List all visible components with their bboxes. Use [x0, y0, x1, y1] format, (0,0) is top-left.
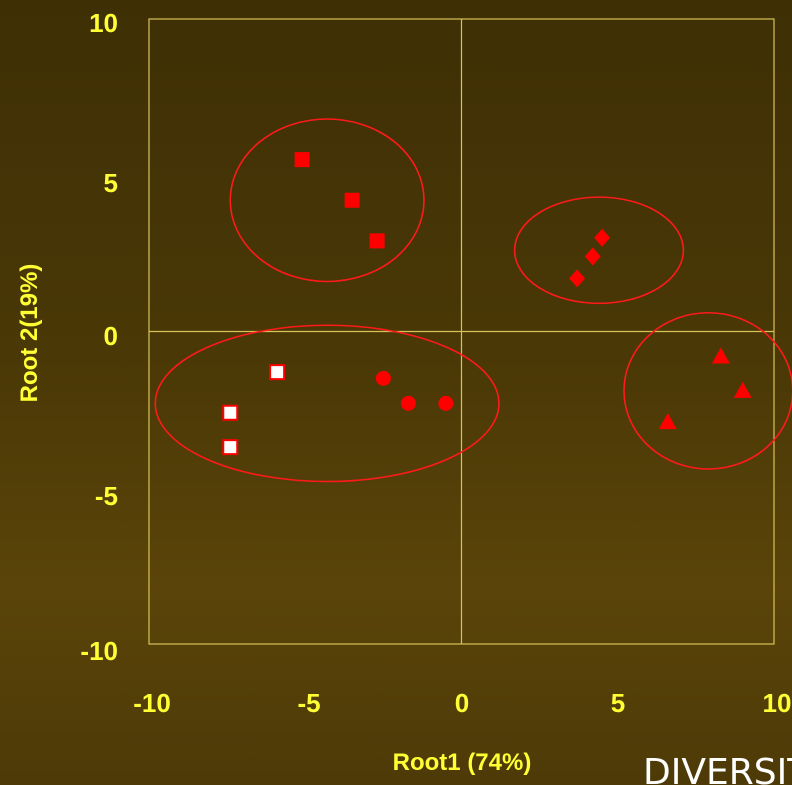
x-tick-label: 0 — [455, 688, 469, 718]
square-marker — [369, 233, 385, 249]
y-tick-label: 0 — [104, 321, 118, 351]
x-tick-label: 5 — [611, 688, 625, 718]
group-ellipse — [154, 324, 500, 483]
y-tick-label: 10 — [89, 8, 118, 38]
hollow-square-marker — [222, 439, 239, 456]
y-tick-label: -10 — [80, 636, 118, 666]
group-ellipse — [513, 196, 685, 305]
triangle-marker — [733, 381, 752, 398]
diamond-marker — [569, 269, 586, 288]
footer-title: DIVERSITY — [643, 752, 792, 785]
y-tick-labels: 10 5 0 -5 -10 — [80, 8, 118, 666]
data-markers — [222, 152, 752, 456]
hollow-square-marker — [222, 404, 239, 421]
hollow-square-marker — [269, 364, 286, 381]
group-ellipses — [154, 118, 792, 483]
diamond-marker — [594, 228, 611, 247]
x-tick-label: -10 — [133, 688, 171, 718]
diamond-marker — [584, 247, 601, 266]
circle-marker — [400, 395, 416, 411]
triangle-marker — [711, 347, 730, 364]
triangle-marker — [658, 413, 677, 430]
circle-marker — [438, 395, 454, 411]
y-tick-label: 5 — [104, 168, 118, 198]
x-axis-title: Root1 (74%) — [393, 749, 532, 776]
group-ellipse — [229, 118, 425, 283]
circle-marker — [375, 370, 391, 386]
group-ellipse — [623, 311, 792, 470]
square-marker — [294, 152, 310, 168]
x-tick-label: -5 — [297, 688, 320, 718]
plot-frame — [148, 18, 775, 645]
x-tick-labels: -10 -5 0 5 10 — [133, 688, 791, 718]
square-marker — [344, 192, 360, 208]
y-axis-title: Root 2(19%) — [16, 264, 43, 403]
y-tick-label: -5 — [95, 481, 118, 511]
x-tick-label: 10 — [763, 688, 792, 718]
